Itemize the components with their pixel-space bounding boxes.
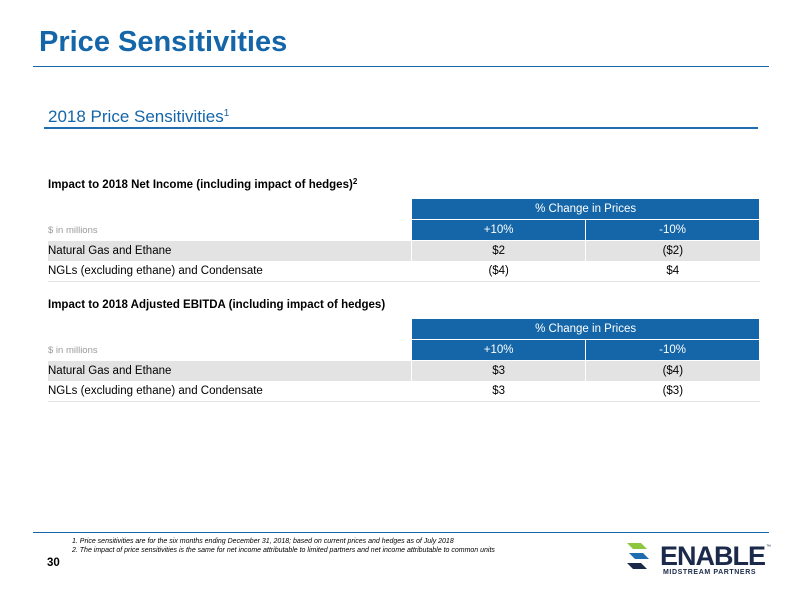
header-spacer: [48, 318, 412, 340]
slide-title: Price Sensitivities: [39, 26, 288, 58]
row-value-plus: $2: [411, 240, 586, 261]
row-value-minus: $4: [585, 261, 760, 282]
units-label: $ in millions: [48, 224, 98, 236]
table-row: Natural Gas and Ethane $3 ($4): [48, 360, 760, 381]
column-header-minus: -10%: [585, 339, 760, 361]
title-divider: [33, 66, 769, 67]
row-value-minus: ($2): [585, 240, 760, 261]
slide-subtitle: 2018 Price Sensitivities1: [48, 107, 229, 127]
column-header-plus: +10%: [411, 339, 587, 361]
net-income-table: % Change in Prices $ in millions +10% -1…: [48, 198, 760, 282]
table-column-header-row: $ in millions +10% -10%: [48, 339, 760, 361]
table-column-header-row: $ in millions +10% -10%: [48, 219, 760, 241]
enable-logo-icon: [627, 543, 649, 569]
net-income-heading-text: Impact to 2018 Net Income (including imp…: [48, 179, 353, 191]
footnotes: 1. Price sensitivities are for the six m…: [72, 537, 495, 555]
footnote-2: 2. The impact of price sensitivities is …: [72, 547, 495, 554]
row-value-minus: ($4): [585, 360, 760, 381]
subtitle-footnote-marker: 1: [223, 108, 230, 119]
page-number: 30: [47, 557, 60, 569]
group-header: % Change in Prices: [411, 198, 760, 220]
net-income-heading: Impact to 2018 Net Income (including imp…: [48, 177, 357, 191]
column-header-plus: +10%: [411, 219, 587, 241]
subtitle-text: 2018 Price Sensitivities: [48, 107, 224, 126]
table-row: NGLs (excluding ethane) and Condensate $…: [48, 381, 760, 402]
logo-wordmark: ENABLE: [660, 541, 766, 571]
ebitda-table: % Change in Prices $ in millions +10% -1…: [48, 318, 760, 402]
row-label: NGLs (excluding ethane) and Condensate: [48, 381, 412, 402]
enable-logo: ENABLE ™ MIDSTREAM PARTNERS: [627, 541, 777, 581]
logo-trademark: ™: [766, 544, 771, 550]
row-value-plus: $3: [411, 381, 586, 402]
row-value-minus: ($3): [585, 381, 760, 402]
header-spacer: [48, 198, 412, 220]
ebitda-heading: Impact to 2018 Adjusted EBITDA (includin…: [48, 297, 385, 311]
table-row: Natural Gas and Ethane $2 ($2): [48, 240, 760, 261]
footnote-1: 1. Price sensitivities are for the six m…: [72, 538, 454, 545]
subtitle-divider: [44, 127, 758, 129]
group-header: % Change in Prices: [411, 318, 760, 340]
row-value-plus: $3: [411, 360, 586, 381]
table-group-header-row: % Change in Prices: [48, 318, 760, 340]
row-label: NGLs (excluding ethane) and Condensate: [48, 261, 412, 282]
net-income-footnote-marker: 2: [352, 177, 358, 186]
table-group-header-row: % Change in Prices: [48, 198, 760, 220]
column-header-minus: -10%: [585, 219, 760, 241]
logo-tagline: MIDSTREAM PARTNERS: [663, 569, 757, 576]
footer-divider: [33, 532, 769, 533]
table-row: NGLs (excluding ethane) and Condensate (…: [48, 261, 760, 282]
row-label: Natural Gas and Ethane: [48, 240, 412, 261]
units-label: $ in millions: [48, 344, 98, 356]
row-label: Natural Gas and Ethane: [48, 360, 412, 381]
ebitda-heading-text: Impact to 2018 Adjusted EBITDA (includin…: [48, 299, 386, 311]
row-value-plus: ($4): [411, 261, 586, 282]
